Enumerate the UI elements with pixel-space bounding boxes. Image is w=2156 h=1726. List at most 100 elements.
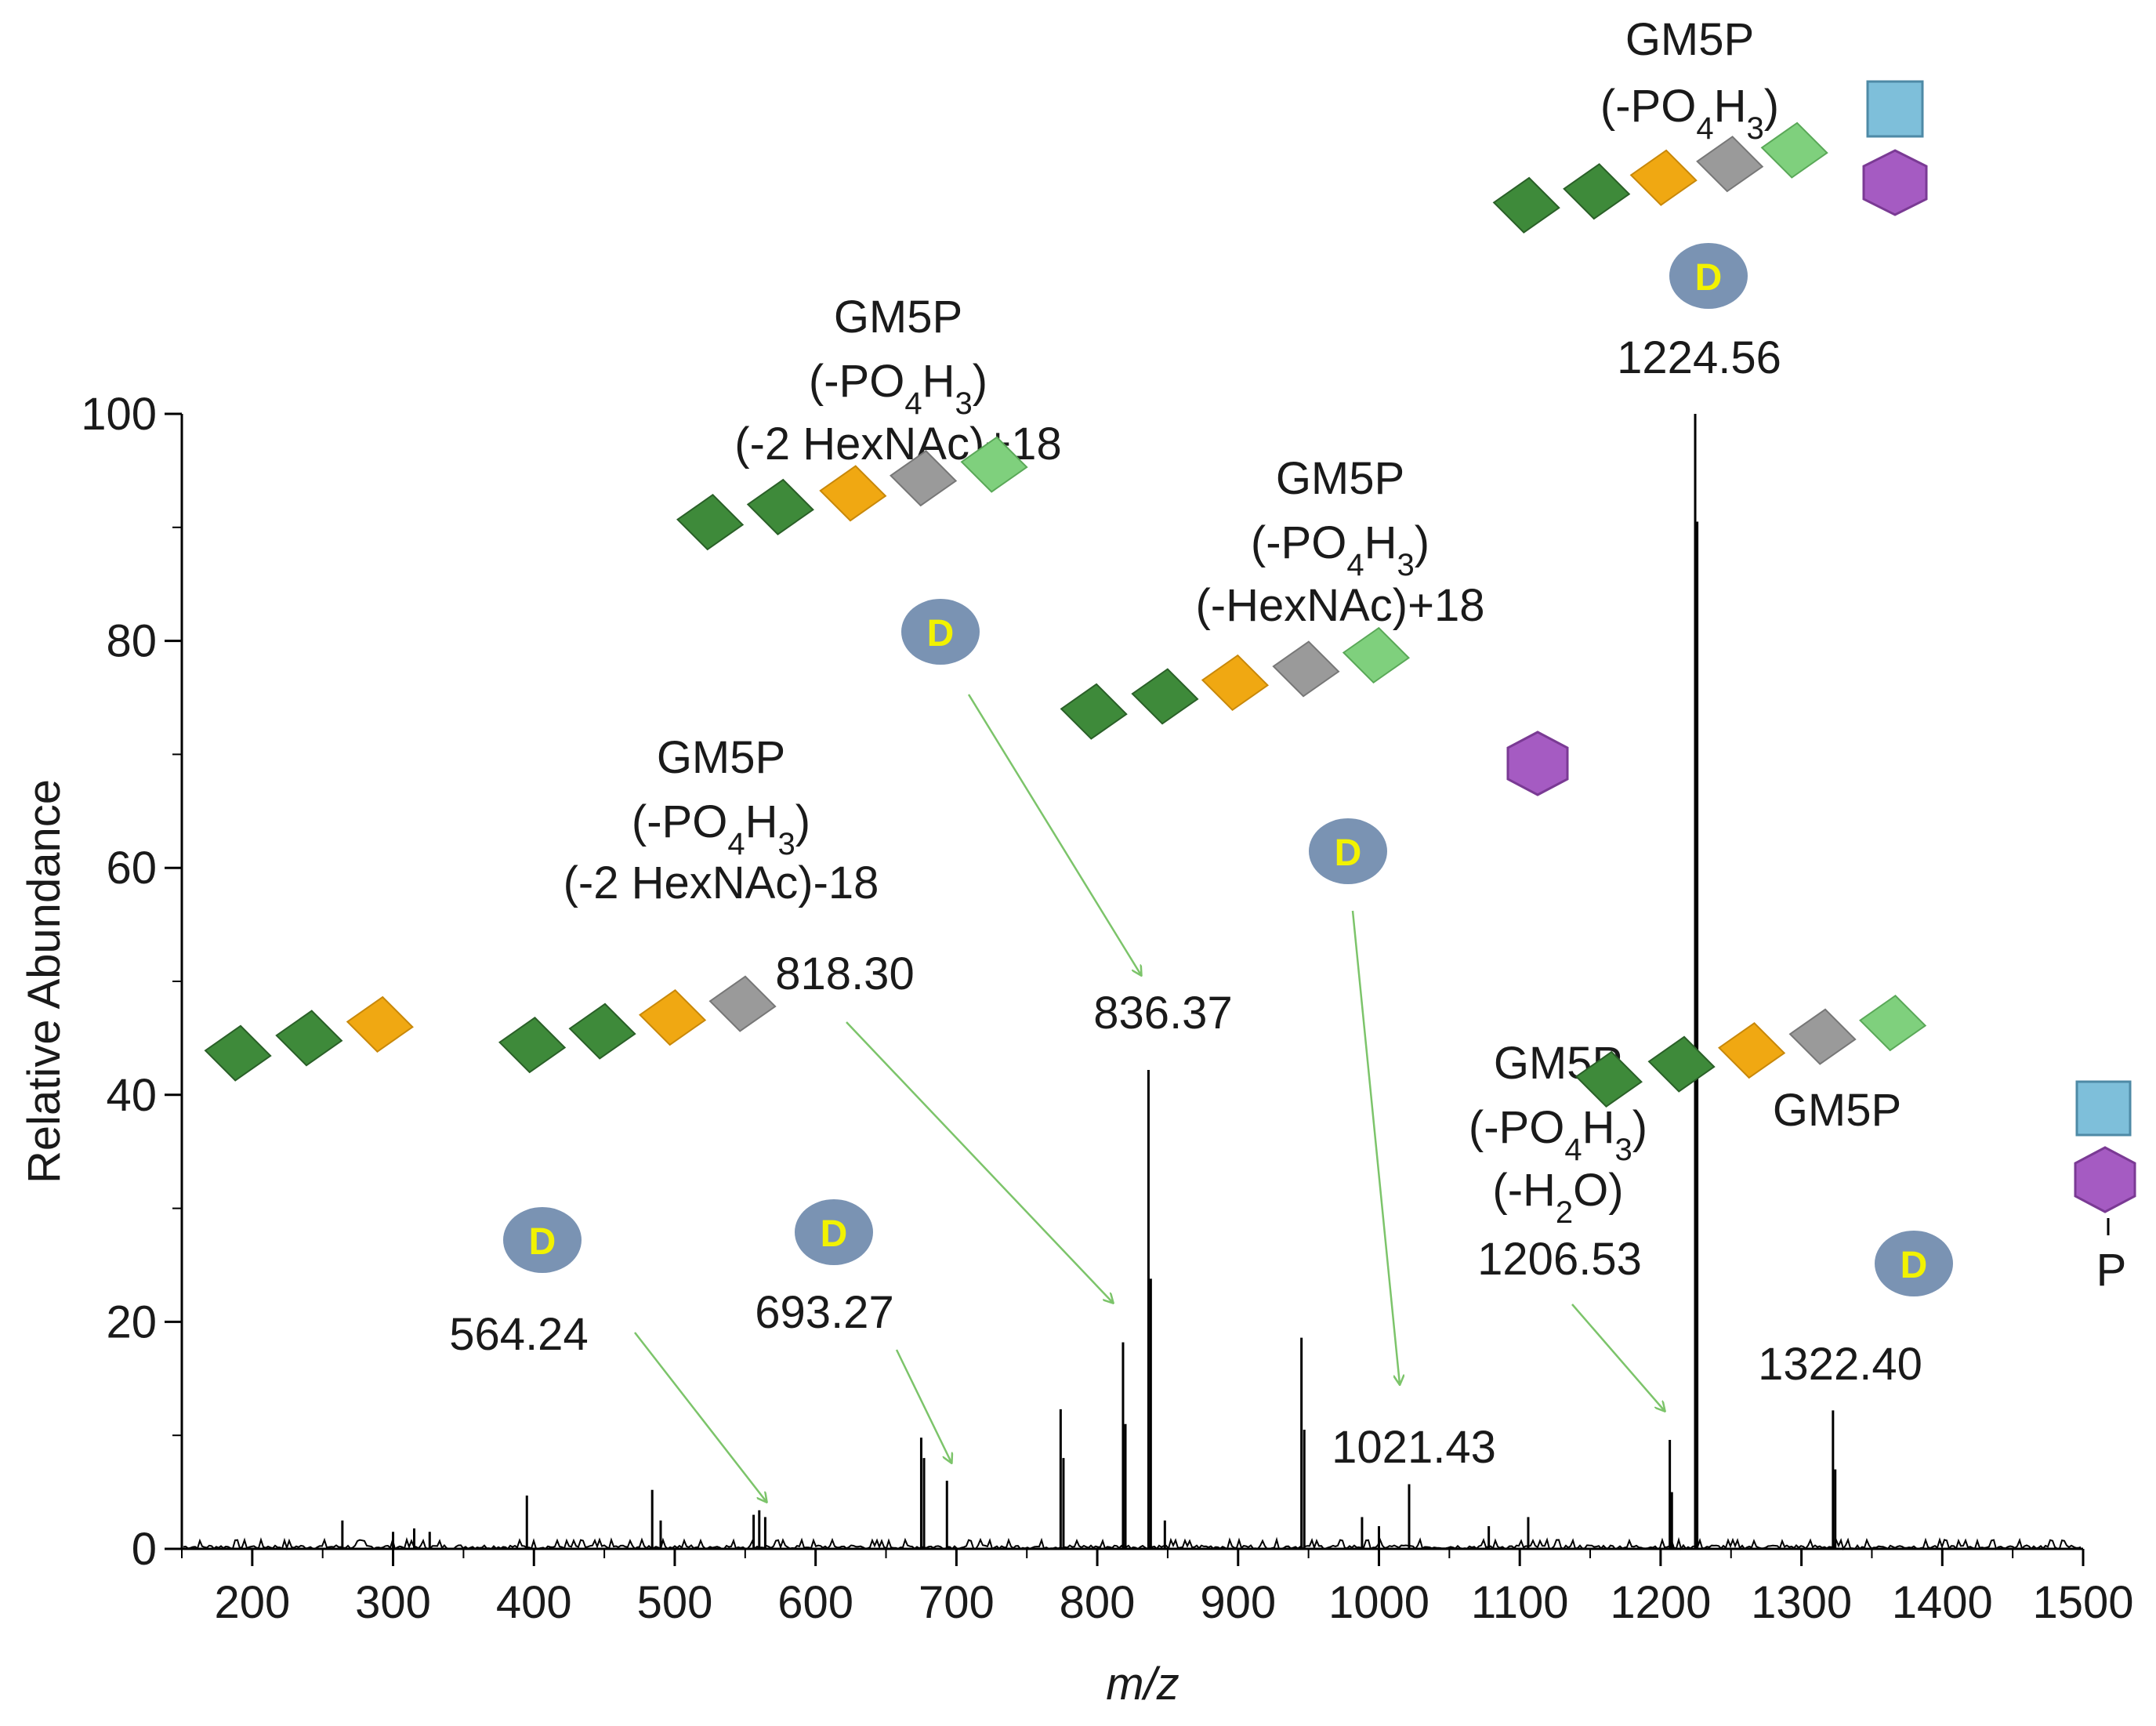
annotation-1021-formula: (-PO4H3) <box>1251 517 1429 582</box>
arrow-1021 <box>1351 910 1400 1384</box>
annotation-564: D 564.24 <box>204 995 766 1502</box>
x-tick-label: 300 <box>355 1577 431 1628</box>
annotation-836: GM5P (-PO4H3) (-2 HexNAc)+18 D 836.37 <box>676 292 1233 1039</box>
annotation-836-title: GM5P <box>834 292 962 343</box>
annotation-1322: GM5P P D 1322.40 <box>1574 994 2136 1390</box>
annotation-1021-loss: (-HexNAc)+18 <box>1195 580 1484 631</box>
hexnac-icon <box>1060 683 1128 740</box>
hexnac-icon <box>1563 163 1631 220</box>
arrow-564 <box>634 1332 766 1502</box>
d-letter: D <box>1335 832 1362 874</box>
annotation-1224-title: GM5P <box>1625 14 1754 65</box>
x-tick-label: 800 <box>1060 1577 1136 1628</box>
hexose-gold-icon <box>346 995 414 1053</box>
x-tick-label: 600 <box>777 1577 853 1628</box>
x-tick-label: 1400 <box>1892 1577 1993 1628</box>
phosphate-label: P <box>2096 1245 2127 1296</box>
x-tick-label: 400 <box>496 1577 572 1628</box>
annotation-818-loss: (-2 HexNAc)-18 <box>563 858 879 908</box>
hexnac-icon <box>568 1003 636 1060</box>
spectrum-peaks <box>341 414 1837 1549</box>
peak-label-836: 836.37 <box>1093 988 1232 1039</box>
y-axis-ticks: 0 20 40 60 80 100 <box>81 389 182 1575</box>
arrow-818 <box>846 1021 1113 1303</box>
hexagon-purple-icon <box>1862 149 1928 216</box>
hexose-gold-icon <box>1201 654 1270 712</box>
square-blue-icon <box>1866 80 1924 138</box>
hexnac-icon <box>204 1024 272 1082</box>
hexose-gray-icon <box>1272 640 1340 698</box>
y-tick-label: 80 <box>106 616 157 667</box>
hexnac-icon <box>275 1010 343 1067</box>
hexose-gray-icon <box>708 975 777 1032</box>
hexnac-light-icon <box>1859 994 1927 1052</box>
hexose-gray-icon <box>1696 136 1764 193</box>
peak-label-1206: 1206.53 <box>1477 1234 1642 1285</box>
hexose-gold-icon <box>1718 1022 1786 1079</box>
hexagon-purple-icon <box>2074 1146 2136 1213</box>
x-tick-label: 700 <box>919 1577 995 1628</box>
hexnac-light-icon <box>1760 121 1828 179</box>
arrow-693 <box>895 1349 951 1463</box>
annotation-818: GM5P (-PO4H3) (-2 HexNAc)-18 818.30 <box>563 732 1113 1303</box>
disaccharide-d-icon <box>1669 243 1748 309</box>
d-letter: D <box>821 1213 848 1255</box>
annotation-818-formula: (-PO4H3) <box>632 796 810 861</box>
peak-label-1224: 1224.56 <box>1617 332 1781 383</box>
d-letter: D <box>1901 1245 1928 1286</box>
disaccharide-d-icon <box>1875 1231 1953 1296</box>
hexose-gray-icon <box>890 449 958 507</box>
glycan-1021: D <box>1060 626 1569 884</box>
hexnac-icon <box>498 1017 567 1074</box>
annotation-818-title: GM5P <box>657 732 785 783</box>
annotation-1322-title: GM5P <box>1773 1085 1901 1136</box>
hexose-gold-icon <box>1629 149 1698 206</box>
hexnac-icon <box>1647 1035 1716 1093</box>
d-letter: D <box>529 1221 556 1263</box>
x-tick-label: 1000 <box>1328 1577 1429 1628</box>
glycan-1224: D <box>1492 80 1928 309</box>
peak-label-693: 693.27 <box>755 1287 893 1338</box>
hexnac-icon <box>676 494 745 551</box>
annotation-1021-title: GM5P <box>1276 453 1404 504</box>
hexnac-icon <box>746 478 814 535</box>
annotation-836-formula: (-PO4H3) <box>809 356 987 421</box>
glycan-1322: P D <box>1574 994 2136 1296</box>
x-tick-label: 1300 <box>1751 1577 1852 1628</box>
annotation-1224-formula: (-PO4H3) <box>1600 81 1779 146</box>
y-tick-label: 20 <box>106 1296 157 1347</box>
arrow-1206 <box>1571 1304 1665 1411</box>
x-axis-ticks: 200 300 400 500 600 700 800 900 1000 1100 1200 1300… <box>181 1549 2134 1628</box>
disaccharide-d-icon <box>795 1199 873 1265</box>
hexnac-light-icon <box>960 436 1028 493</box>
glycan-836: D <box>676 436 1028 665</box>
disaccharide-d-icon <box>503 1207 582 1273</box>
d-letter: D <box>927 613 955 655</box>
d-letter: D <box>1695 257 1723 299</box>
y-axis-title: Relative Abundance <box>19 779 70 1184</box>
square-blue-icon <box>2075 1080 2132 1137</box>
annotation-693: D 693.27 <box>498 975 951 1463</box>
spectrum-noise-baseline <box>183 1536 2082 1551</box>
glycan-564: D <box>204 995 582 1273</box>
x-tick-label: 900 <box>1200 1577 1276 1628</box>
hexose-gold-icon <box>639 988 707 1046</box>
y-tick-label: 100 <box>81 389 157 440</box>
peak-label-1021: 1021.43 <box>1332 1422 1496 1473</box>
annotation-1021: GM5P (-PO4H3) (-HexNAc)+18 D 1021.43 <box>1060 453 1569 1473</box>
annotation-1206-loss: (-H2O) <box>1492 1165 1623 1230</box>
peak-label-1322: 1322.40 <box>1758 1339 1922 1390</box>
hexagon-purple-icon <box>1506 731 1569 796</box>
disaccharide-d-icon <box>1309 818 1387 884</box>
annotation-1206-formula: (-PO4H3) <box>1469 1102 1647 1167</box>
y-tick-label: 60 <box>106 843 157 894</box>
annotation-1224: GM5P (-PO4H3) D 1224.56 <box>1492 14 1928 383</box>
y-tick-label: 40 <box>106 1070 157 1121</box>
hexnac-icon <box>1131 668 1199 725</box>
x-tick-label: 1500 <box>2032 1577 2133 1628</box>
hexnac-icon <box>1574 1050 1643 1108</box>
hexose-gold-icon <box>819 465 887 522</box>
disaccharide-d-icon <box>901 599 980 665</box>
hexose-gray-icon <box>1788 1008 1857 1065</box>
